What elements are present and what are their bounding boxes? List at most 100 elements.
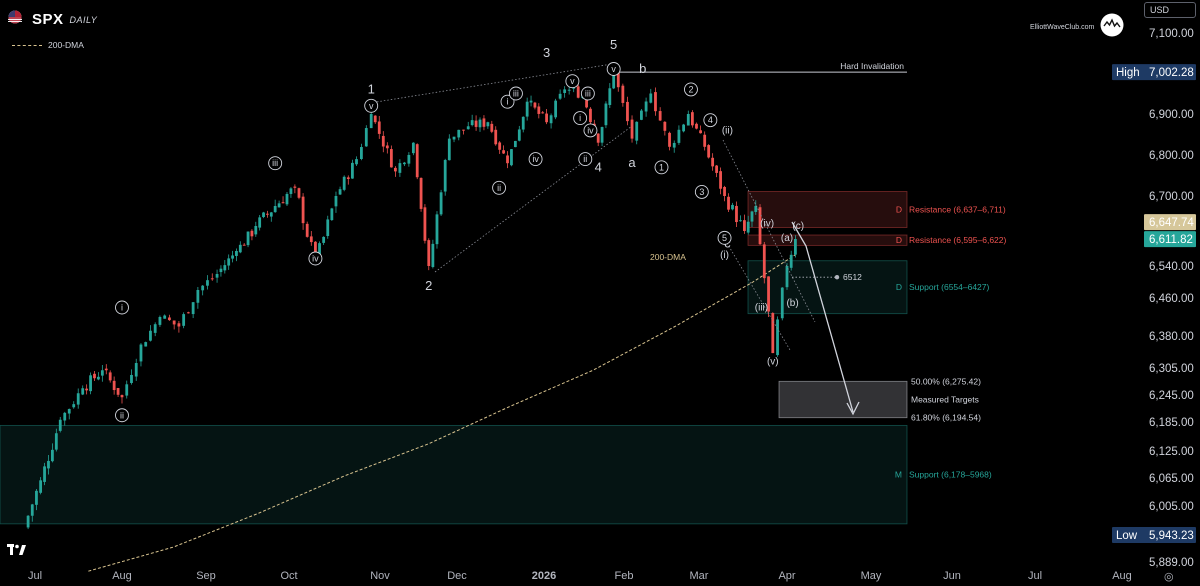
wave-label-16[interactable]: iii [513, 89, 519, 99]
candle-body [227, 258, 231, 266]
candle-body [158, 317, 162, 325]
candle-body [168, 317, 171, 321]
wave-label-24[interactable]: 1 [659, 162, 664, 172]
candle-body [51, 449, 54, 462]
candle-body [668, 132, 671, 147]
candle-body [305, 223, 309, 237]
x-tick-label: Feb [615, 570, 634, 582]
wave-label-9[interactable]: i [121, 303, 123, 313]
support-zone-3[interactable] [747, 260, 908, 315]
prev-close-badge[interactable]: 6,647.74 [1144, 214, 1196, 231]
wave-label-23[interactable]: ii [583, 154, 587, 164]
tradingview-logo-icon[interactable] [7, 543, 27, 561]
wave-label-3[interactable]: 3 [543, 45, 550, 60]
candle-body [338, 189, 342, 195]
wave-label-33[interactable]: (v) [767, 357, 779, 368]
wave-label-18[interactable]: v [570, 76, 575, 86]
high-badge[interactable]: High 7,002.28 [1112, 64, 1196, 81]
wave-label-21[interactable]: i [579, 113, 581, 123]
wave-label-31[interactable]: (iii) [755, 303, 768, 314]
candle-body [369, 114, 373, 129]
low-badge[interactable]: Low 5,943.23 [1112, 527, 1196, 543]
candle-body [389, 149, 393, 168]
wave-label-1[interactable]: 1 [368, 81, 375, 96]
zone-label-3: Support (6554–6427) [909, 282, 990, 292]
wave-label-26[interactable]: 3 [699, 187, 704, 197]
wave-label-6[interactable]: a [628, 155, 636, 170]
wave-label-29[interactable]: (i) [720, 250, 729, 261]
candle-body [246, 231, 250, 246]
symbol-label[interactable]: SPX [32, 11, 64, 28]
wave-label-19[interactable]: iii [585, 89, 591, 99]
wave-label-27[interactable]: 4 [708, 115, 713, 125]
settings-icon[interactable]: ◎ [1164, 571, 1174, 583]
wave-label-11[interactable]: iii [272, 158, 278, 168]
currency-label: USD [1150, 5, 1170, 15]
candle-body [196, 290, 200, 303]
currency-selector[interactable]: USD [1144, 2, 1196, 18]
price-axis: 7,100.007,000.006,900.006,800.006,700.00… [1149, 28, 1194, 569]
wave-label-2[interactable]: 2 [425, 278, 432, 293]
wave-label-32[interactable]: (iv) [760, 219, 774, 230]
measured-targets-box[interactable] [778, 380, 908, 419]
candle-body [723, 186, 726, 196]
wave-label-34[interactable]: (a) [781, 233, 793, 244]
candle-body [682, 124, 685, 132]
resistance-zone-1[interactable] [747, 191, 908, 228]
candle-body [326, 219, 330, 236]
wave-label-35[interactable]: (b) [786, 298, 798, 309]
candle-body [153, 324, 157, 333]
candle-body [558, 93, 562, 99]
wave-label-22[interactable]: iv [587, 125, 594, 135]
y-tick-label: 6,700.00 [1149, 191, 1194, 203]
candle-body [301, 196, 305, 224]
indicator-legend[interactable]: 200-DMA [12, 40, 84, 50]
candle-body [533, 102, 537, 108]
candle-body [182, 314, 186, 326]
wave-label-7[interactable]: b [639, 61, 646, 76]
candle-body [789, 254, 793, 268]
wave-label-20[interactable]: v [611, 64, 616, 74]
wave-label-30[interactable]: (ii) [722, 125, 733, 136]
candle-body [585, 94, 588, 108]
wave-label-28[interactable]: 5 [722, 233, 727, 243]
interval-label[interactable]: DAILY [69, 14, 98, 25]
wave-label-15[interactable]: ii [497, 183, 501, 193]
candle-body [177, 323, 181, 327]
candle-body [342, 176, 346, 190]
wave-label-17[interactable]: iv [532, 154, 539, 164]
wave-circle-26 [694, 184, 709, 199]
wave-label-4[interactable]: 4 [595, 159, 602, 174]
zone-tag-2: D [896, 235, 902, 245]
level-6512-dot[interactable] [834, 275, 840, 280]
last-price-badge-value: 6,611.82 [1149, 234, 1193, 246]
x-tick-label: Jul [1028, 570, 1042, 582]
wave-label-5[interactable]: 5 [610, 37, 617, 52]
candle-body [482, 118, 486, 127]
resistance-zone-2[interactable] [747, 234, 908, 246]
candle-body [130, 374, 133, 383]
projection-arrow[interactable] [791, 221, 854, 413]
support-zone-4[interactable] [0, 424, 908, 525]
wave-circle-18 [565, 74, 580, 89]
wave-label-10[interactable]: ii [120, 410, 124, 420]
wave-label-25[interactable]: 2 [688, 84, 693, 94]
wave-labels-layer: 12345abciiiiiiivviiiiiiivviiiviivii12345… [115, 37, 804, 423]
last-price-badge[interactable]: 6,611.82 [1144, 231, 1196, 248]
candle-body [35, 490, 38, 505]
x-tick-label: 2026 [532, 570, 556, 582]
wave-label-14[interactable]: i [507, 97, 509, 107]
wave-label-12[interactable]: iv [312, 254, 319, 264]
wave-label-13[interactable]: v [369, 101, 374, 111]
candle-body [238, 244, 242, 253]
brand-text: ElliottWaveClub.com [1030, 24, 1095, 31]
projection-arrowhead [846, 401, 860, 416]
candle-body [767, 276, 770, 312]
dma-200-line[interactable] [88, 254, 796, 572]
candle-body [72, 404, 76, 408]
candle-body [206, 280, 209, 286]
wave-label-36[interactable]: (c) [792, 221, 804, 232]
candle-body [293, 186, 297, 188]
candle-body [525, 101, 529, 117]
